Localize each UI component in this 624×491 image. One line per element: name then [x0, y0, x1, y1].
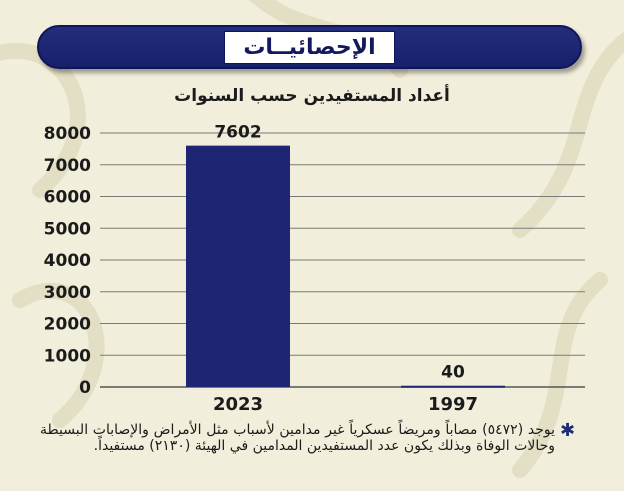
y-tick-label: 0 — [79, 378, 91, 398]
bar — [186, 145, 290, 387]
bar — [401, 385, 505, 388]
y-tick-label: 7000 — [44, 156, 91, 176]
y-tick-label: 8000 — [44, 124, 91, 144]
footnote-text: يوجد (٥٤٧٢) مصاباً ومريضاً عسكرياً غير م… — [40, 422, 555, 454]
header-banner: الإحصائيــات — [37, 25, 582, 69]
x-tick-label: 1997 — [428, 394, 478, 415]
page-title: الإحصائيــات — [224, 30, 395, 64]
y-tick-label: 5000 — [44, 219, 91, 239]
chart-title: أعداد المستفيدين حسب السنوات — [174, 86, 450, 106]
asterisk-icon: ✱ — [560, 420, 576, 441]
y-tick-label: 6000 — [44, 188, 91, 208]
data-label: 7602 — [214, 123, 261, 143]
y-tick-label: 1000 — [44, 346, 91, 366]
data-label: 40 — [441, 363, 465, 383]
y-tick-label: 3000 — [44, 283, 91, 303]
y-tick-label: 4000 — [44, 251, 91, 271]
x-tick-label: 2023 — [213, 394, 263, 415]
y-tick-label: 2000 — [44, 315, 91, 335]
